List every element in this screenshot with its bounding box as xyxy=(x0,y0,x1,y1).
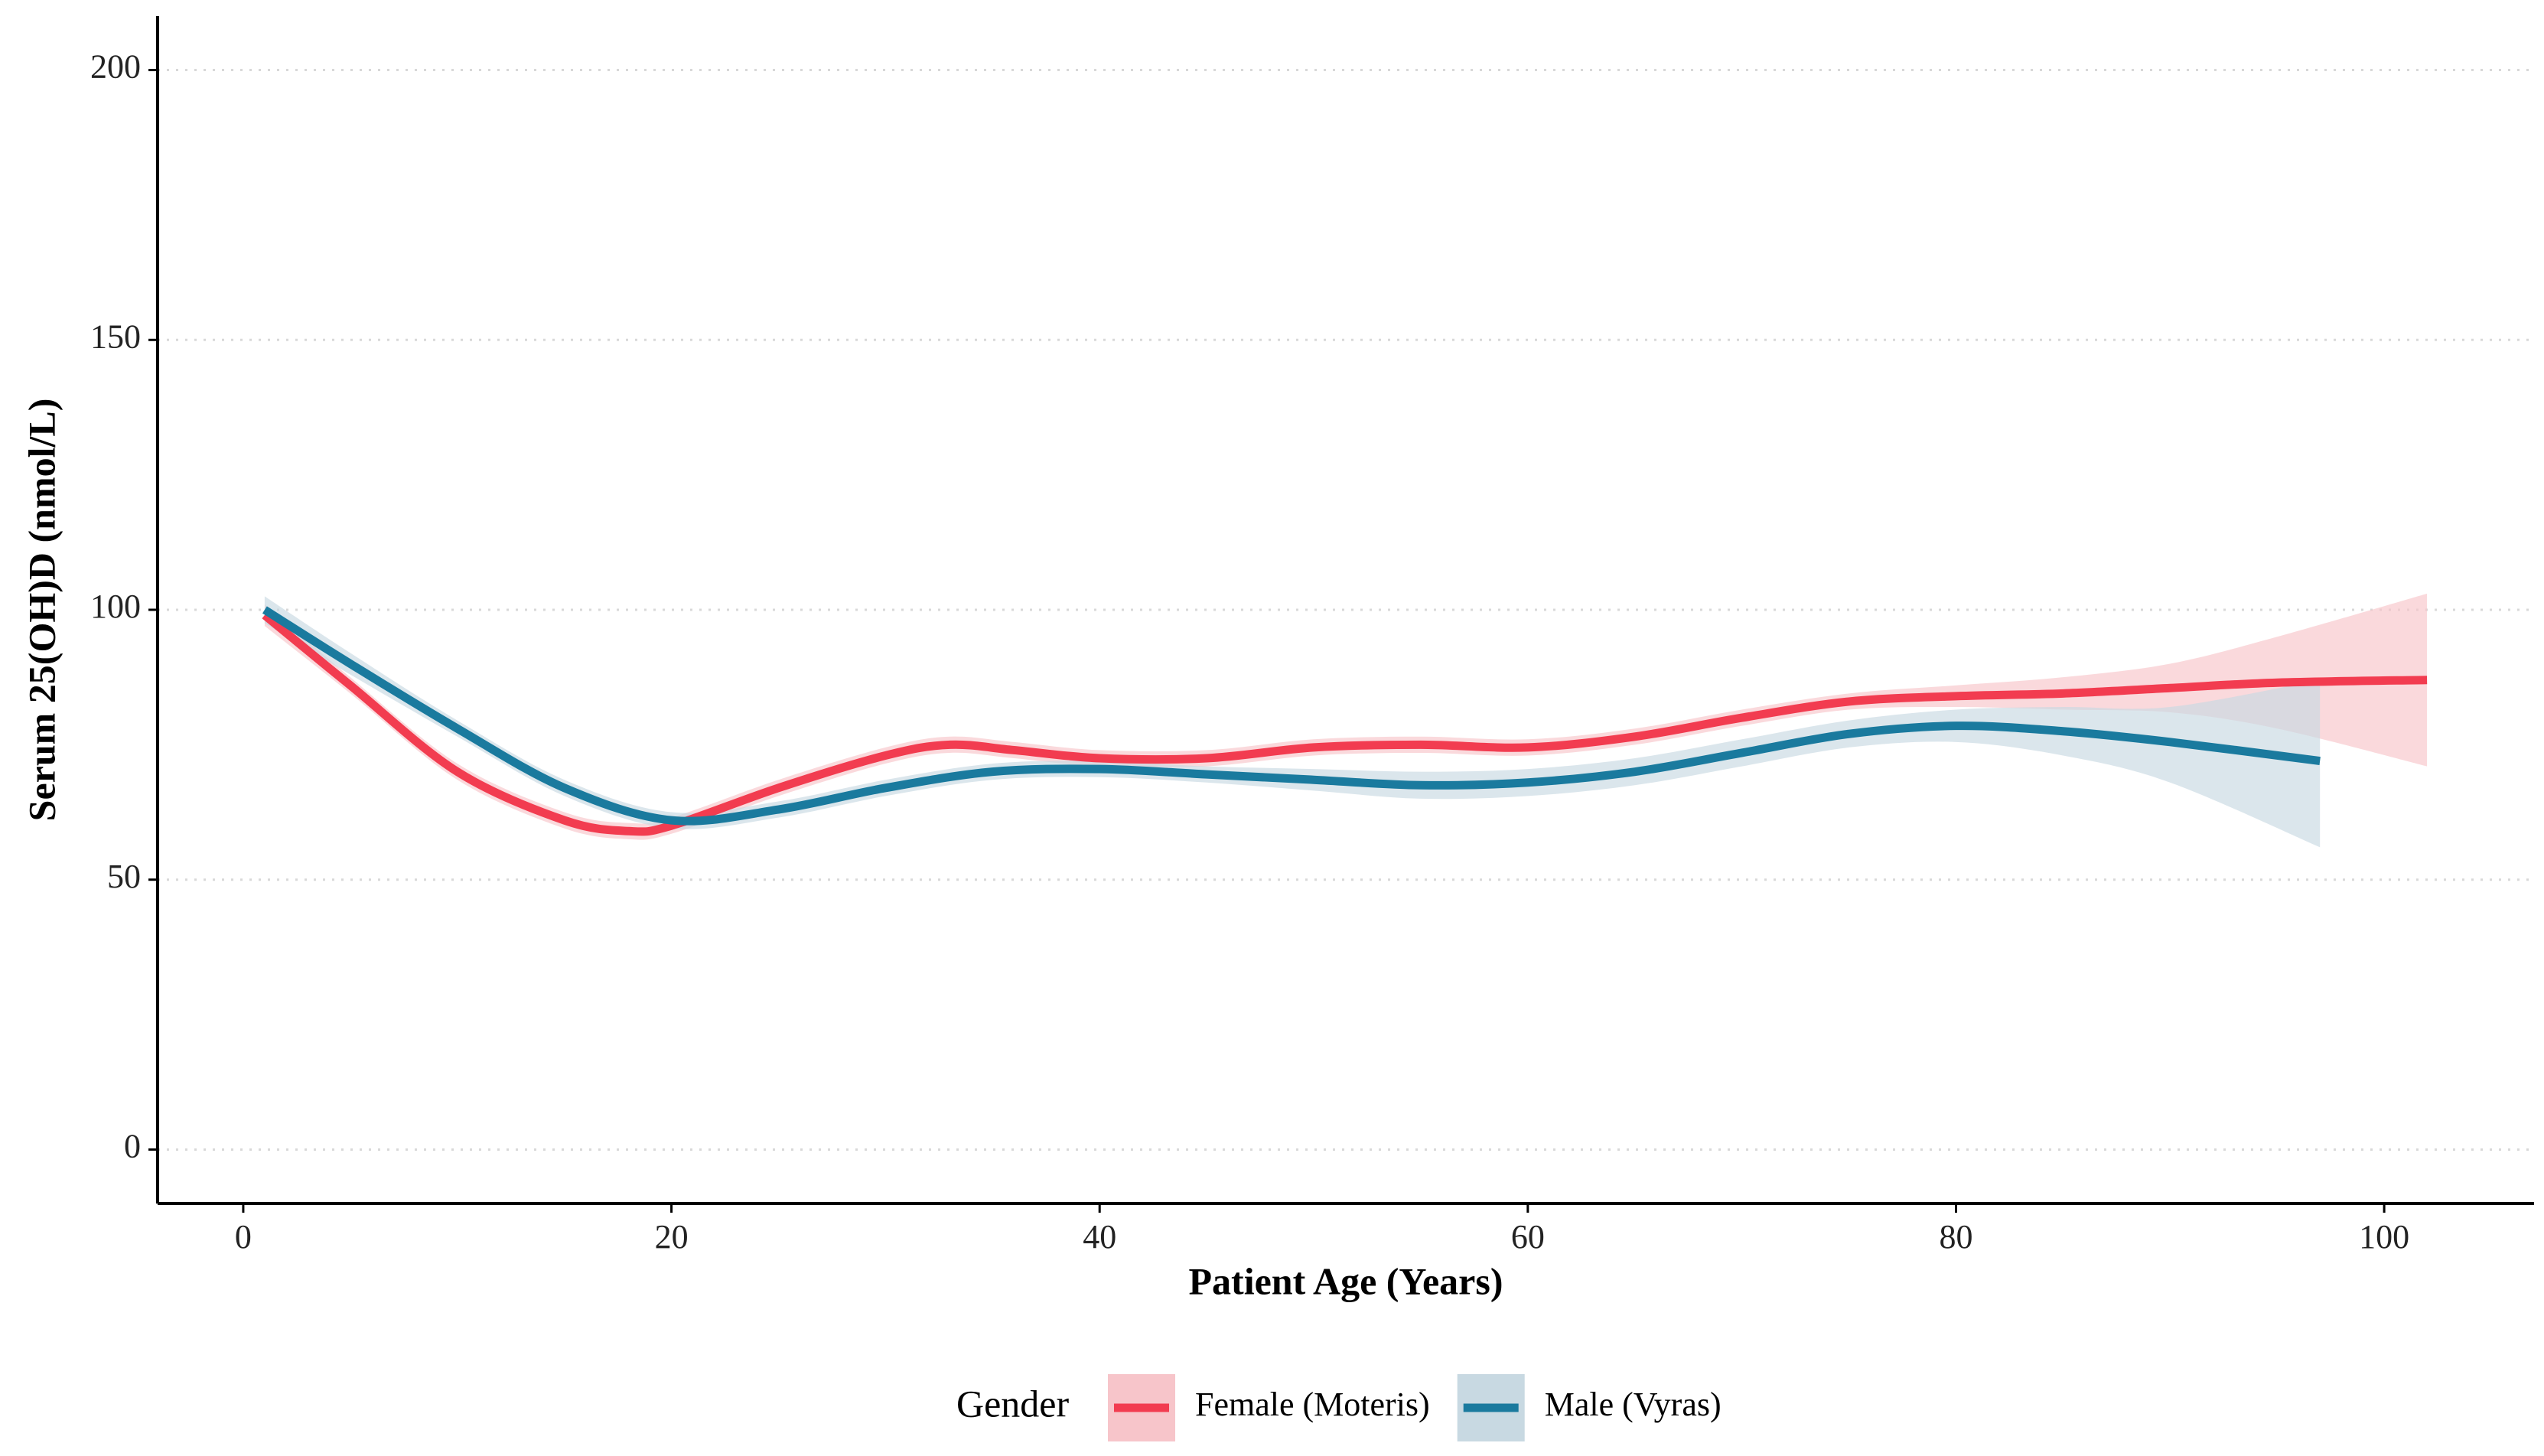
y-tick-label: 100 xyxy=(90,588,141,625)
x-tick-label: 60 xyxy=(1511,1218,1545,1256)
trend-line xyxy=(262,611,2428,836)
x-axis-title: Patient Age (Years) xyxy=(1189,1259,1503,1302)
legend-title: Gender xyxy=(956,1382,1069,1425)
y-tick-label: 150 xyxy=(90,318,141,355)
legend-label: Female (Moteris) xyxy=(1195,1386,1430,1423)
x-tick-label: 20 xyxy=(655,1218,689,1256)
y-tick-label: 50 xyxy=(107,858,141,895)
x-tick-label: 40 xyxy=(1083,1218,1116,1256)
confidence-band xyxy=(264,596,2321,848)
x-tick-label: 80 xyxy=(1939,1218,1972,1256)
trend-line xyxy=(262,606,2321,826)
legend-label: Male (Vyras) xyxy=(1545,1386,1722,1423)
y-tick-label: 0 xyxy=(124,1128,141,1165)
y-tick-label: 200 xyxy=(90,48,141,86)
x-tick-label: 100 xyxy=(2359,1218,2409,1256)
x-tick-label: 0 xyxy=(235,1218,252,1256)
y-axis-title: Serum 25(OH)D (nmol/L) xyxy=(20,399,63,822)
